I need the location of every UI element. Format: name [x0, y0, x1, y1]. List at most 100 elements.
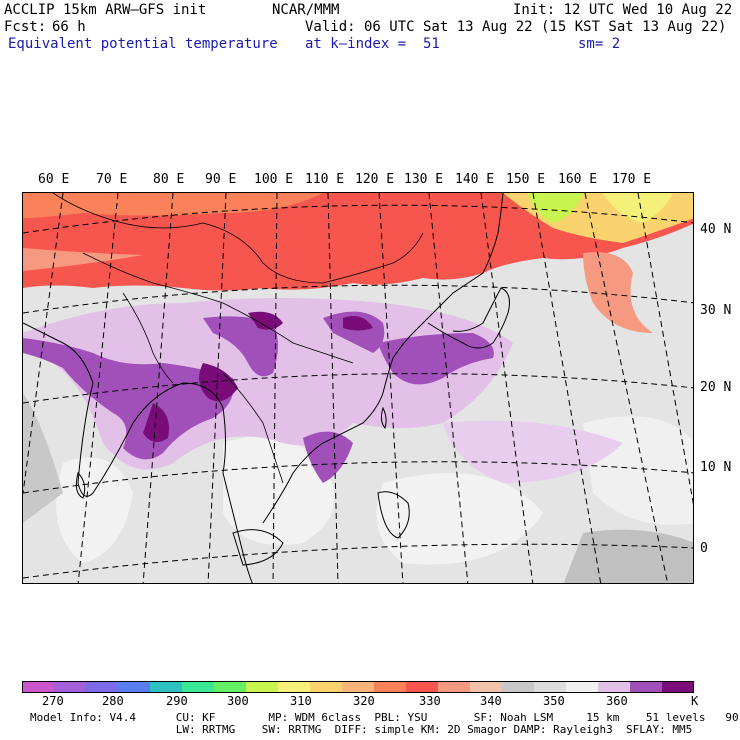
field-patch [563, 529, 693, 583]
colorbar-cell [22, 681, 55, 693]
field-patch [376, 473, 543, 565]
valid-time: Valid: 06 UTC Sat 13 Aug 22 (15 KST Sat … [305, 19, 727, 35]
graticule-line [23, 193, 64, 494]
field-patch [528, 193, 583, 223]
coastline [377, 491, 410, 539]
lat-label: 40 N [700, 222, 732, 237]
colorbar-cell [54, 681, 87, 693]
colorbar-cell [86, 681, 119, 693]
map-canvas [23, 193, 693, 583]
field-patch [56, 457, 134, 563]
coastline [427, 287, 510, 349]
colorbar-cell [182, 681, 215, 693]
graticule-line [272, 193, 278, 583]
field-patch [343, 315, 373, 331]
model-info-line1: Model Info: V4.4 CU: KF MP: WDM 6class P… [30, 711, 740, 724]
graticule-line [142, 193, 174, 583]
lon-label: 140 E [455, 172, 495, 187]
field-patch [199, 363, 238, 402]
field-patch [23, 338, 234, 460]
level-label: at k–index = 51 [305, 36, 440, 52]
lon-label: 110 E [305, 172, 345, 187]
graticule-line [23, 461, 693, 494]
lon-label: 100 E [254, 172, 294, 187]
lon-label: 170 E [612, 172, 652, 187]
graticule-line [207, 193, 227, 583]
field-patch [378, 333, 494, 385]
field-name: Equivalent potential temperature [8, 36, 278, 52]
lon-label: 90 E [205, 172, 237, 187]
field-patch [23, 393, 63, 523]
colorbar-cell [278, 681, 311, 693]
colorbar-cell [470, 681, 503, 693]
lon-label: 160 E [558, 172, 598, 187]
colorbar [22, 681, 694, 693]
field-patch [248, 311, 283, 330]
field-patch [223, 436, 335, 545]
lat-label: 30 N [700, 303, 732, 318]
lat-label: 0 [700, 541, 708, 556]
border-line [52, 193, 424, 284]
theta-e-map [22, 192, 694, 584]
coastline [380, 406, 387, 430]
coastline [412, 193, 504, 334]
coastline [75, 472, 86, 499]
lat-label: 10 N [700, 460, 732, 475]
colorbar-cell [246, 681, 279, 693]
colorbar-cell [374, 681, 407, 693]
coastline [23, 322, 253, 583]
colorbar-tick-label: 290 [166, 694, 188, 708]
graticule-line [584, 193, 669, 583]
field-patch [603, 193, 673, 223]
lon-label: 150 E [506, 172, 546, 187]
colorbar-tick-label: 280 [102, 694, 124, 708]
colorbar-cell [534, 681, 567, 693]
colorbar-tick-label: 310 [290, 694, 312, 708]
colorbar-cell [438, 681, 471, 693]
coastline [232, 529, 284, 566]
graticule-line [23, 543, 693, 579]
colorbar-cell [342, 681, 375, 693]
colorbar-cell [502, 681, 535, 693]
field-patch [443, 420, 623, 483]
lat-label: 20 N [700, 380, 732, 395]
colorbar-cell [150, 681, 183, 693]
borders [52, 193, 424, 484]
colorbar-tick-label: 320 [353, 694, 375, 708]
field-patch [143, 403, 169, 442]
smooth-label: sm= 2 [578, 36, 621, 52]
graticule-line [637, 193, 693, 505]
graticule-line [77, 193, 119, 583]
org-label: NCAR/MMM [272, 2, 340, 18]
coastlines [23, 193, 510, 583]
colorbar-tick-label: 330 [419, 694, 441, 708]
colorbar-frame [22, 681, 694, 693]
colorbar-tick-label: 340 [480, 694, 502, 708]
field-patch [323, 311, 385, 353]
colorbar-cell [598, 681, 631, 693]
colorbar-cell [662, 681, 694, 693]
colorbar-cells [22, 681, 694, 693]
coastline [262, 332, 414, 524]
graticule-line [428, 193, 469, 583]
graticule-line [327, 193, 339, 583]
colorbar-tick-label: 350 [543, 694, 565, 708]
colorbar-tick-label: 360 [606, 694, 628, 708]
colorbar-cell [310, 681, 343, 693]
lon-label: 80 E [153, 172, 185, 187]
lon-label: 120 E [355, 172, 395, 187]
field-patch [23, 193, 693, 291]
colorbar-cell [406, 681, 439, 693]
colorbar-cell [566, 681, 599, 693]
field-patch [23, 193, 323, 218]
forecast-label: Fcst: [4, 19, 47, 35]
colorbar-tick-label: 300 [227, 694, 249, 708]
graticule-line [378, 193, 404, 583]
colorbar-unit: K [691, 694, 699, 708]
lon-label: 60 E [38, 172, 70, 187]
graticule-line [532, 193, 602, 583]
colorbar-cell [630, 681, 663, 693]
forecast-hour: 66 h [52, 19, 86, 35]
graticule [23, 193, 693, 583]
field-patch [583, 252, 653, 333]
